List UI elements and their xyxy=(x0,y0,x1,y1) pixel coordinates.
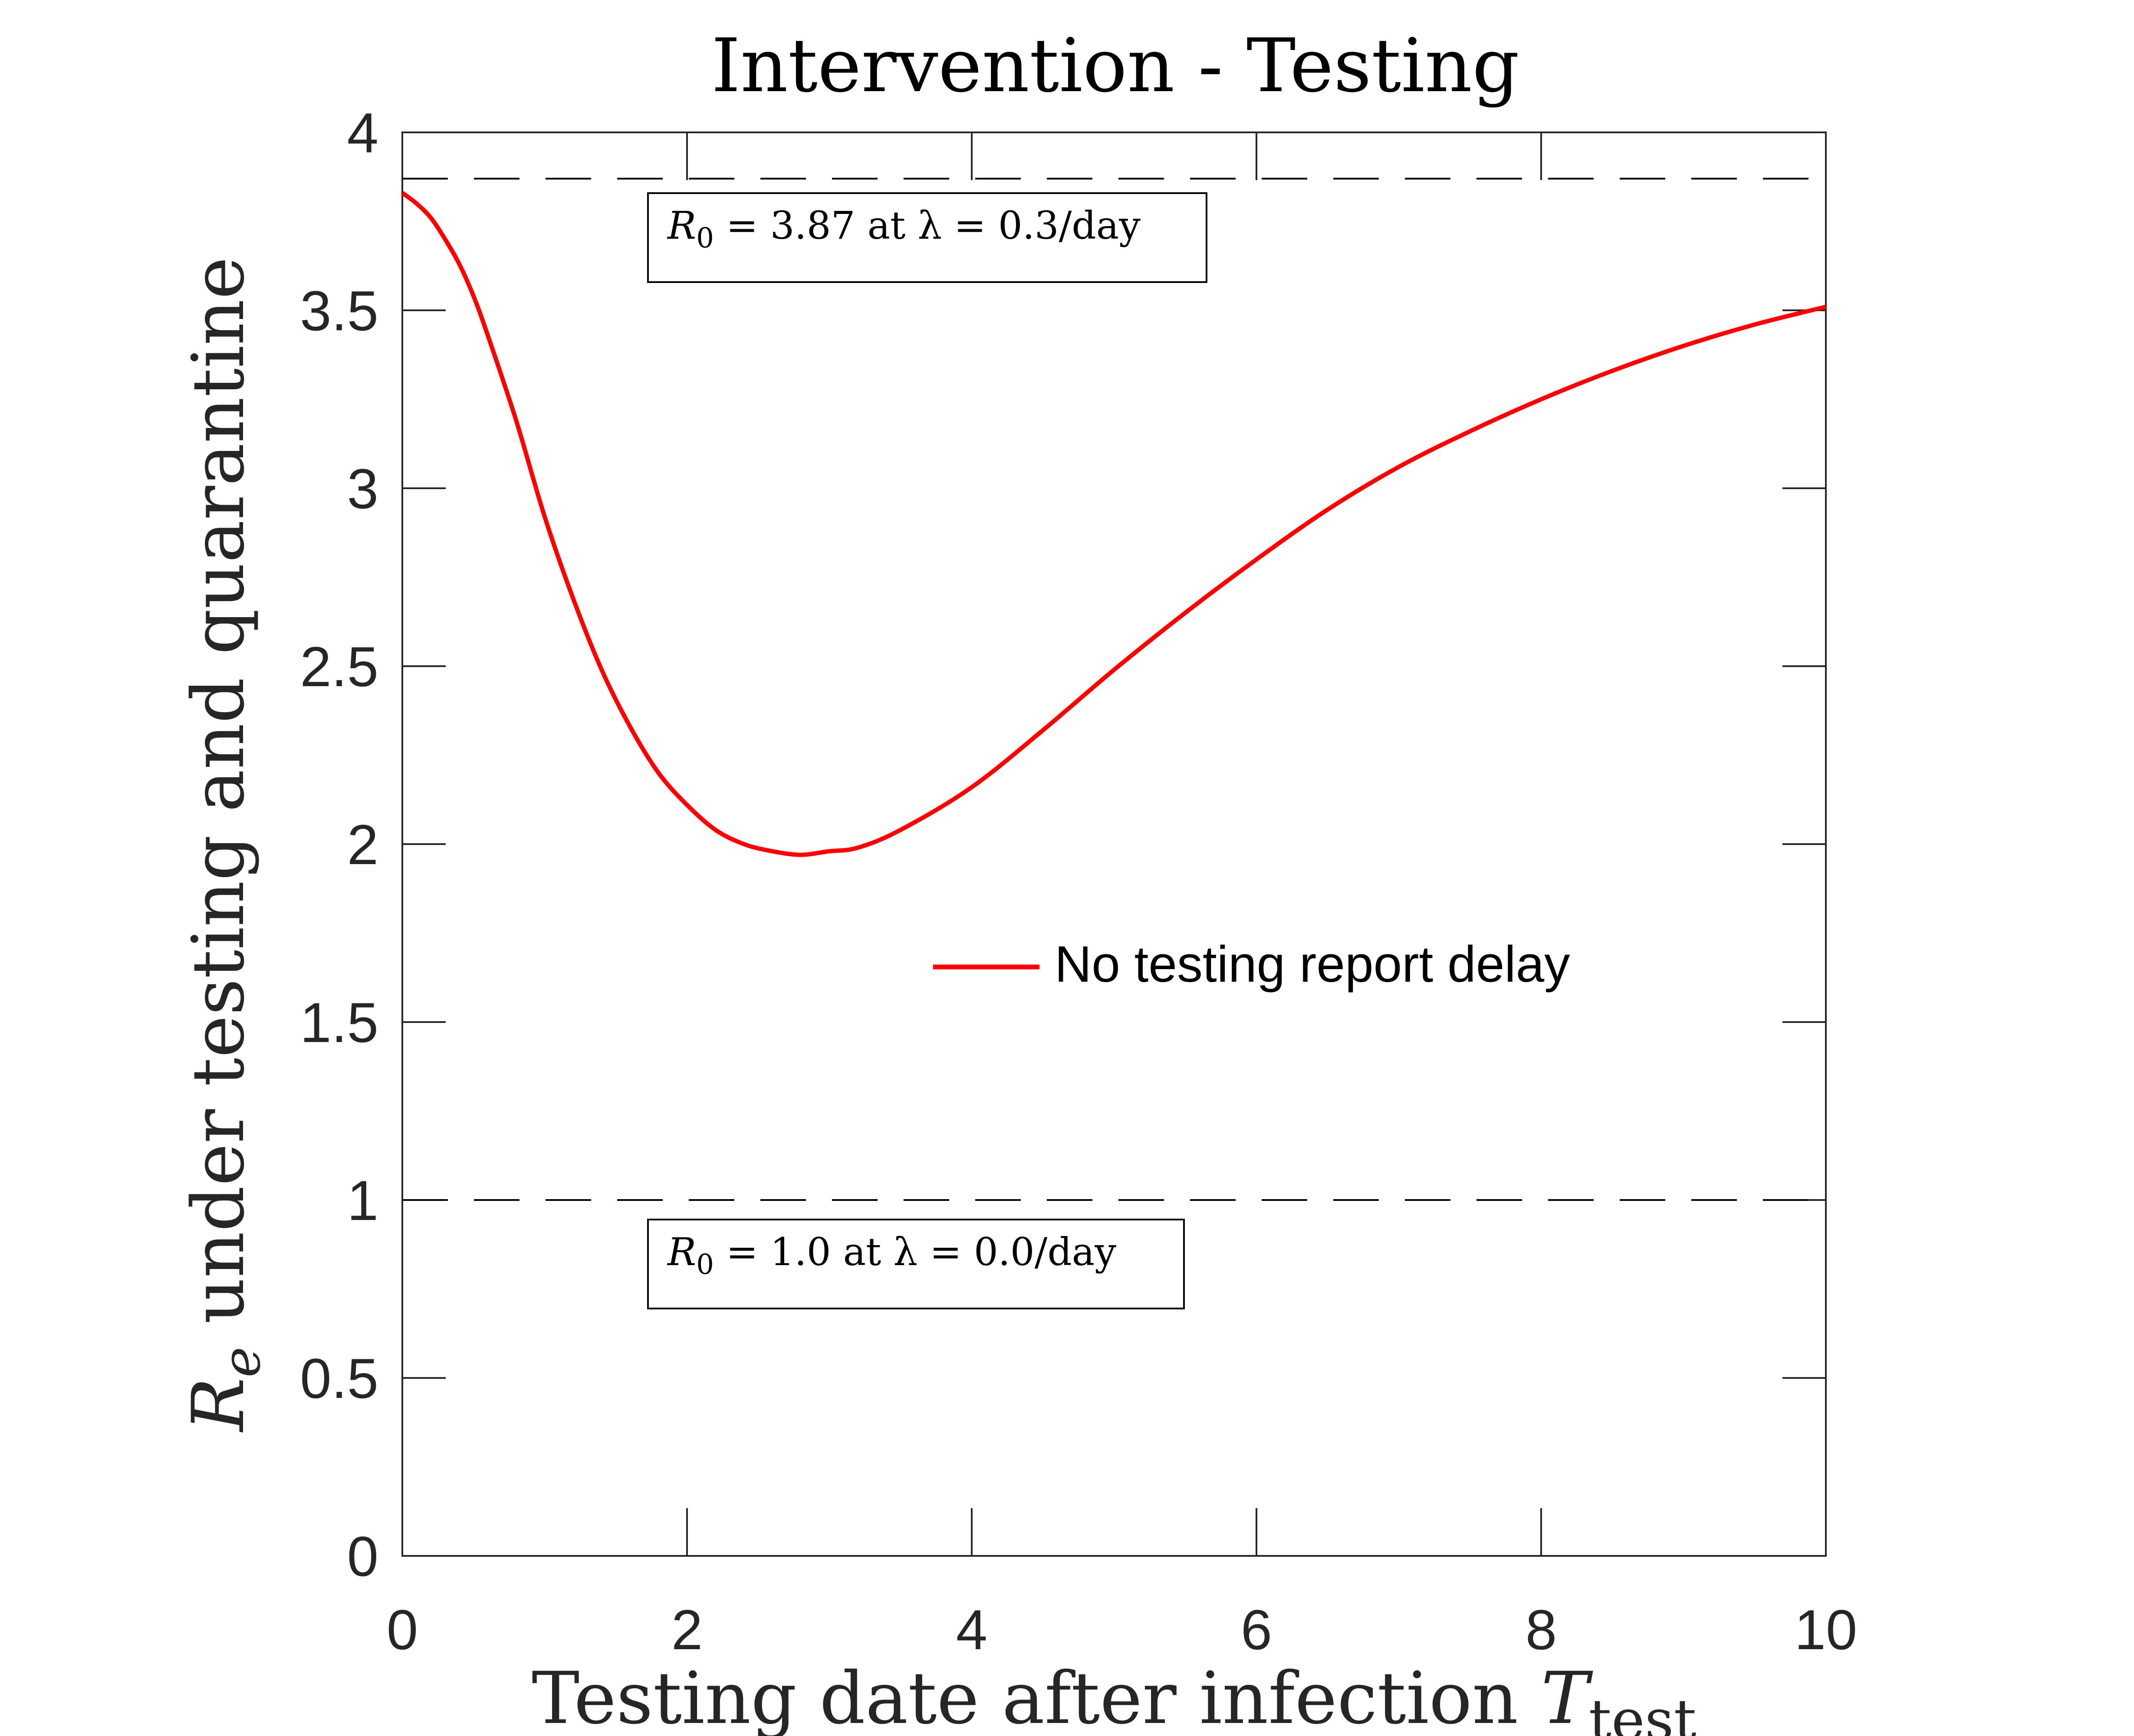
y-axis: 0 0.5 1 1.5 2 2.5 3 3.5 4 xyxy=(300,101,1826,1588)
legend-label: No testing report delay xyxy=(1055,936,1570,993)
x-tick-label: 0 xyxy=(387,1598,418,1661)
y-tick-label: 0 xyxy=(347,1525,378,1588)
x-tick-label: 4 xyxy=(956,1598,987,1661)
annotation-text-1: R0 = 1.0 at λ = 0.0/day xyxy=(667,1230,1116,1281)
reference-lines xyxy=(402,178,1826,1201)
x-tick-label: 2 xyxy=(671,1598,703,1661)
series-line-0 xyxy=(401,191,1827,857)
y-tick-label: 3.5 xyxy=(300,279,378,342)
y-tick-label: 1.5 xyxy=(300,991,378,1054)
y-tick-label: 4 xyxy=(347,101,378,164)
y-tick-label: 2 xyxy=(347,813,378,876)
chart-title: Intervention - Testing xyxy=(711,23,1519,109)
plot-area xyxy=(401,132,1827,1557)
x-tick-label: 10 xyxy=(1795,1598,1858,1661)
y-tick-label: 0.5 xyxy=(300,1347,378,1410)
y-tick-label: 3 xyxy=(347,457,378,520)
y-tick-label: 2.5 xyxy=(300,635,378,698)
annotation-box-0 xyxy=(647,192,1207,283)
x-tick-label: 8 xyxy=(1526,1598,1557,1661)
annotations: R0 = 3.87 at λ = 0.3/day R0 = 1.0 at λ = … xyxy=(647,192,1207,1309)
x-axis-label: Testing date after infection Ttest xyxy=(532,1657,1697,1736)
annotation-box-1 xyxy=(647,1219,1185,1309)
legend: No testing report delay xyxy=(933,936,1570,993)
y-axis-label: Re under testing and quarantine xyxy=(177,257,272,1433)
x-tick-label: 6 xyxy=(1241,1598,1272,1661)
y-tick-label: 1 xyxy=(347,1169,378,1232)
x-axis: 0 2 4 6 8 10 xyxy=(387,132,1857,1661)
series-group xyxy=(401,191,1827,857)
annotation-text-0: R0 = 3.87 at λ = 0.3/day xyxy=(667,203,1141,254)
